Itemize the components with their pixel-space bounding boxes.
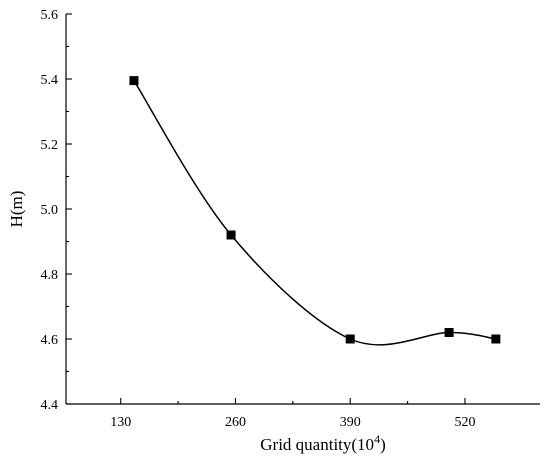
x-axis-ticks: 130 260 390 520 — [110, 398, 475, 430]
x-tick-label: 260 — [225, 415, 246, 430]
y-axis-label: H(m) — [7, 191, 26, 228]
data-point-marker — [491, 334, 501, 344]
data-point-marker — [444, 328, 454, 337]
y-tick-label: 4.6 — [41, 333, 59, 348]
x-axis-label-superscript: 4 — [374, 432, 380, 446]
y-tick-label: 5.6 — [41, 8, 59, 23]
data-point-marker — [226, 230, 236, 240]
y-tick-label: 5.4 — [41, 73, 59, 88]
y-tick-label: 5.2 — [41, 138, 59, 153]
axes — [65, 14, 540, 405]
data-point-marker — [129, 76, 139, 86]
x-tick-label: 130 — [110, 415, 131, 430]
y-tick-label: 4.8 — [41, 268, 59, 283]
y-axis-ticks: 4.4 4.6 4.8 5.0 5.2 5.4 5.6 — [41, 8, 72, 413]
y-tick-label: 4.4 — [41, 398, 59, 413]
x-tick-label: 520 — [454, 415, 475, 430]
x-axis-label-suffix: ) — [380, 435, 386, 454]
series-markers — [129, 76, 501, 344]
x-axis-label-main: Grid quantity(10 — [260, 435, 374, 454]
x-axis-label: Grid quantity(104) — [260, 432, 385, 454]
y-tick-label: 5.0 — [41, 203, 59, 218]
x-tick-label: 390 — [340, 415, 361, 430]
data-point-marker — [345, 334, 355, 344]
series-line — [133, 80, 496, 346]
